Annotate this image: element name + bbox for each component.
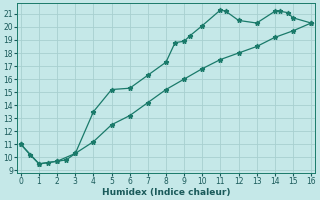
X-axis label: Humidex (Indice chaleur): Humidex (Indice chaleur) bbox=[102, 188, 230, 197]
